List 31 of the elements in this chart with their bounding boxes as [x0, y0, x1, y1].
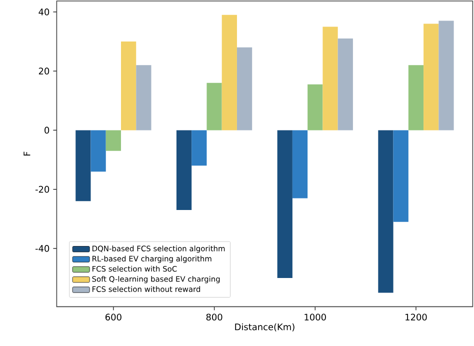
bar	[206, 82, 222, 130]
bar	[90, 130, 106, 172]
x-axis-title: Distance(Km)	[235, 323, 294, 332]
bar	[176, 130, 192, 210]
bar	[76, 130, 91, 202]
y-tick-label: -20	[35, 186, 50, 193]
x-tick-label: 600	[105, 314, 122, 320]
bar	[308, 84, 323, 130]
y-axis-title: F	[24, 152, 30, 156]
y-tick-label: 20	[38, 68, 50, 74]
bar	[438, 20, 454, 130]
y-tick-label: 40	[38, 8, 50, 16]
bar	[393, 130, 408, 222]
bar	[322, 26, 338, 130]
y-tick-label: 0	[44, 126, 50, 134]
bar	[120, 42, 136, 130]
y-tick-label: -40	[35, 245, 50, 252]
bar	[236, 47, 252, 130]
x-tick-label: 1000	[304, 314, 326, 320]
x-tick-label: 1200	[406, 314, 427, 320]
bar	[292, 130, 308, 198]
bar	[106, 130, 121, 151]
bar	[136, 65, 152, 130]
bar	[424, 24, 439, 130]
bar	[222, 14, 237, 130]
bar	[192, 130, 207, 166]
bar	[408, 65, 424, 130]
bar	[277, 130, 292, 278]
x-tick-label: 800	[206, 314, 222, 320]
bar	[338, 38, 353, 130]
bar	[378, 130, 394, 293]
